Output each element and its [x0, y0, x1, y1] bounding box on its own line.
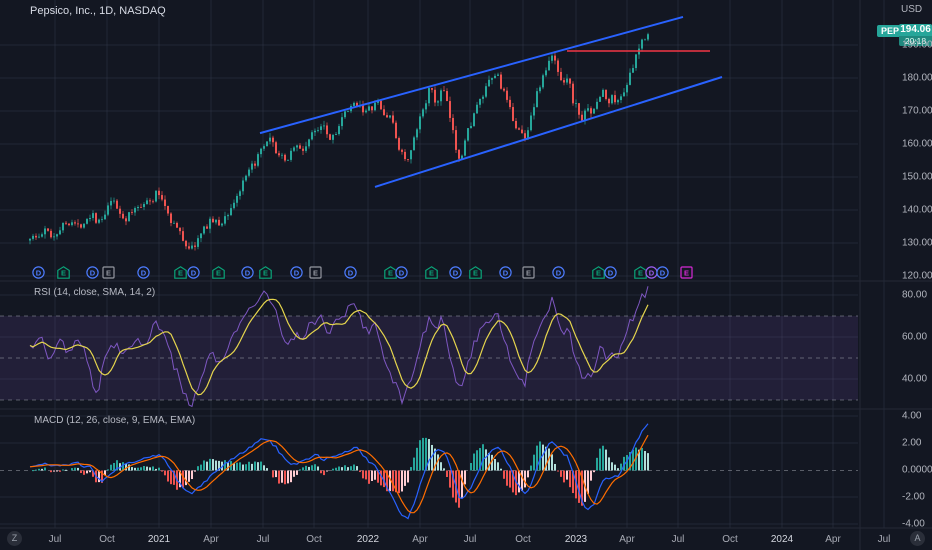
dividend-marker[interactable]: D — [32, 266, 45, 279]
time-axis-label: Jul — [877, 534, 891, 545]
time-axis-label: Apr — [412, 534, 428, 545]
dividend-marker[interactable]: D — [656, 266, 669, 279]
svg-text:D: D — [191, 269, 197, 278]
dividend-marker[interactable]: D — [552, 266, 565, 279]
symbol-title[interactable]: Pepsico, Inc., 1D, NASDAQ — [30, 5, 166, 17]
time-axis-label: Oct — [306, 534, 322, 545]
svg-text:D: D — [503, 269, 509, 278]
time-axis-label: Jul — [463, 534, 477, 545]
earnings-marker[interactable]: E — [174, 266, 187, 279]
svg-text:D: D — [90, 269, 96, 278]
svg-text:E: E — [313, 269, 318, 278]
bar-countdown: 20:18 — [899, 36, 932, 46]
price-axis-tick: 160.00 — [902, 138, 932, 150]
price-axis-tick: 190.00 — [902, 39, 932, 51]
svg-text:E: E — [263, 269, 268, 278]
price-axis-tick: 170.00 — [902, 105, 932, 117]
price-axis-tick: 150.00 — [902, 171, 932, 183]
svg-text:E: E — [388, 269, 393, 278]
rsi-axis-tick: 80.00 — [902, 289, 928, 301]
dividend-marker[interactable]: D — [137, 266, 150, 279]
earnings-marker[interactable]: E — [309, 266, 322, 279]
rsi-indicator-label[interactable]: RSI (14, close, SMA, 14, 2) — [34, 287, 156, 298]
macd-axis-tick: 2.00 — [902, 437, 922, 449]
dividend-marker[interactable]: D — [344, 266, 357, 279]
svg-text:D: D — [294, 269, 300, 278]
time-axis-label: Apr — [825, 534, 841, 545]
time-axis-label: 2021 — [147, 534, 171, 545]
svg-text:E: E — [638, 269, 643, 278]
last-price-value: 194.06 — [900, 24, 931, 35]
time-axis-label: Apr — [203, 534, 219, 545]
svg-text:E: E — [178, 269, 183, 278]
last-price-badge[interactable]: 194.06 20:18 — [899, 24, 932, 46]
svg-text:E: E — [684, 269, 689, 278]
dividend-marker[interactable]: D — [604, 266, 617, 279]
time-axis-label: Oct — [515, 534, 531, 545]
earnings-marker[interactable]: E — [259, 266, 272, 279]
svg-text:D: D — [649, 269, 655, 278]
svg-text:D: D — [36, 269, 42, 278]
dividend-marker[interactable]: D — [449, 266, 462, 279]
time-axis-label: Apr — [619, 534, 635, 545]
rsi-axis-tick: 40.00 — [902, 373, 928, 385]
svg-text:E: E — [429, 269, 434, 278]
dividend-marker[interactable]: D — [499, 266, 512, 279]
svg-text:E: E — [596, 269, 601, 278]
earnings-marker[interactable]: E — [425, 266, 438, 279]
dividend-marker[interactable]: D — [187, 266, 200, 279]
earnings-marker[interactable]: E — [522, 266, 535, 279]
price-axis-tick: 120.00 — [902, 270, 932, 282]
dividend-marker[interactable]: D — [395, 266, 408, 279]
symbol-axis-tag[interactable]: PEP — [877, 25, 904, 37]
timezone-button[interactable]: Z — [7, 531, 22, 546]
earnings-marker[interactable]: E — [469, 266, 482, 279]
autoscale-button[interactable]: A — [910, 531, 925, 546]
time-axis-label: 2023 — [564, 534, 588, 545]
time-axis-label: Oct — [722, 534, 738, 545]
svg-text:E: E — [526, 269, 531, 278]
dividend-marker[interactable]: D — [645, 266, 658, 279]
svg-text:D: D — [348, 269, 354, 278]
time-axis-label: 2024 — [770, 534, 794, 545]
macd-axis-tick: 0.0000 — [902, 464, 932, 476]
dividend-marker[interactable]: D — [241, 266, 254, 279]
svg-text:E: E — [106, 269, 111, 278]
earnings-marker[interactable]: E — [212, 266, 225, 279]
time-axis-label: Jul — [48, 534, 62, 545]
time-axis-label: Jul — [671, 534, 685, 545]
svg-text:D: D — [660, 269, 666, 278]
svg-text:E: E — [61, 269, 66, 278]
macd-indicator-label[interactable]: MACD (12, 26, close, 9, EMA, EMA) — [34, 415, 196, 426]
price-axis-tick: 140.00 — [902, 204, 932, 216]
macd-axis-tick: -2.00 — [902, 491, 925, 503]
earnings-marker[interactable]: E — [634, 266, 647, 279]
time-axis-label: 2022 — [356, 534, 380, 545]
earnings-marker[interactable]: E — [102, 266, 115, 279]
earnings-marker[interactable]: E — [592, 266, 605, 279]
dividend-marker[interactable]: D — [290, 266, 303, 279]
svg-text:E: E — [216, 269, 221, 278]
earnings-marker[interactable]: E — [384, 266, 397, 279]
earnings-marker[interactable]: E — [57, 266, 70, 279]
price-axis-tick: 180.00 — [902, 72, 932, 84]
svg-text:D: D — [556, 269, 562, 278]
svg-text:D: D — [141, 269, 147, 278]
macd-axis-tick: 4.00 — [902, 410, 922, 422]
svg-text:D: D — [399, 269, 405, 278]
time-axis-label: Jul — [256, 534, 270, 545]
dividend-marker[interactable]: D — [86, 266, 99, 279]
price-axis-tick: 130.00 — [902, 237, 932, 249]
svg-text:D: D — [453, 269, 459, 278]
rsi-axis-tick: 60.00 — [902, 331, 928, 343]
svg-text:D: D — [245, 269, 251, 278]
svg-text:E: E — [473, 269, 478, 278]
time-axis-label: Oct — [99, 534, 115, 545]
macd-axis-tick: -4.00 — [902, 518, 925, 530]
earnings-marker[interactable]: E — [680, 266, 693, 279]
svg-text:D: D — [608, 269, 614, 278]
